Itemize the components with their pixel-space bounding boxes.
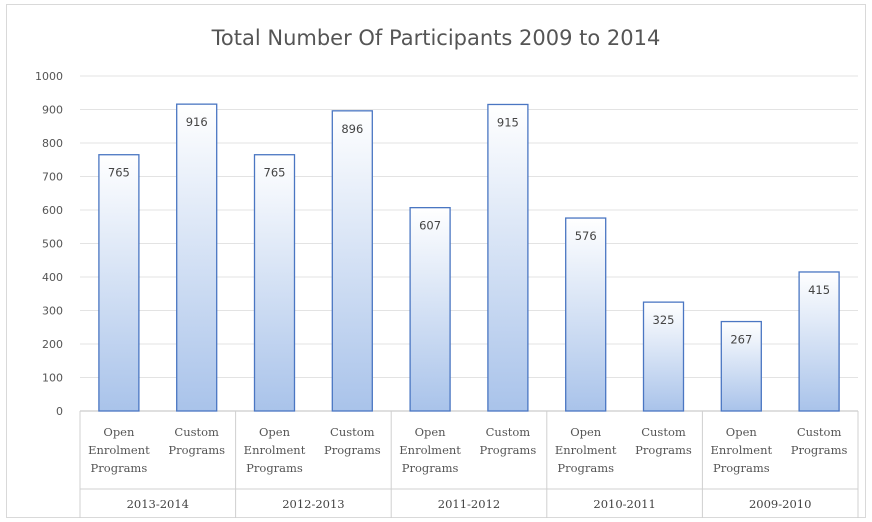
data-label: 325 — [653, 313, 675, 327]
y-tick-label: 1000 — [35, 70, 63, 83]
bar — [642, 301, 685, 412]
y-tick-label: 800 — [42, 137, 63, 150]
category-label: Custom Programs — [480, 425, 537, 457]
category-label: Custom Programs — [635, 425, 692, 457]
group-label: 2013-2014 — [127, 497, 189, 511]
y-tick-label: 600 — [42, 204, 63, 217]
bar — [720, 320, 762, 412]
category-label: Open Enrolment Programs — [88, 425, 150, 475]
data-label: 916 — [186, 115, 208, 129]
group-label: 2011-2012 — [438, 497, 500, 511]
category-label: Open Enrolment Programs — [710, 425, 772, 475]
bar — [331, 110, 373, 412]
bar — [176, 103, 218, 412]
category-label: Open Enrolment Programs — [555, 425, 617, 475]
data-label: 896 — [341, 122, 363, 136]
y-tick-label: 300 — [42, 305, 63, 318]
group-label: 2012-2013 — [282, 497, 344, 511]
data-label: 607 — [419, 219, 441, 233]
y-tick-label: 0 — [56, 405, 63, 418]
y-tick-label: 700 — [42, 171, 63, 184]
data-label: 415 — [808, 283, 830, 297]
category-label: Custom Programs — [324, 425, 381, 457]
data-label: 915 — [497, 115, 519, 129]
bar — [409, 207, 451, 412]
category-label: Custom Programs — [168, 425, 225, 457]
category-label: Open Enrolment Programs — [399, 425, 461, 475]
data-label: 765 — [264, 166, 286, 180]
y-tick-label: 200 — [42, 338, 63, 351]
chart-title: Total Number Of Participants 2009 to 201… — [211, 26, 661, 50]
y-tick-label: 500 — [42, 238, 63, 251]
category-label: Custom Programs — [791, 425, 848, 457]
group-label: 2010-2011 — [593, 497, 655, 511]
y-tick-label: 100 — [42, 372, 63, 385]
data-label: 576 — [575, 229, 597, 243]
y-tick-label: 900 — [42, 104, 63, 117]
bar — [798, 271, 840, 412]
y-tick-label: 400 — [42, 271, 63, 284]
group-label: 2009-2010 — [749, 497, 811, 511]
bar — [98, 154, 140, 412]
data-label: 765 — [108, 166, 130, 180]
data-label: 267 — [730, 333, 752, 347]
category-label: Open Enrolment Programs — [244, 425, 306, 475]
bar — [565, 217, 607, 412]
bar — [487, 103, 529, 412]
bar — [253, 154, 296, 412]
